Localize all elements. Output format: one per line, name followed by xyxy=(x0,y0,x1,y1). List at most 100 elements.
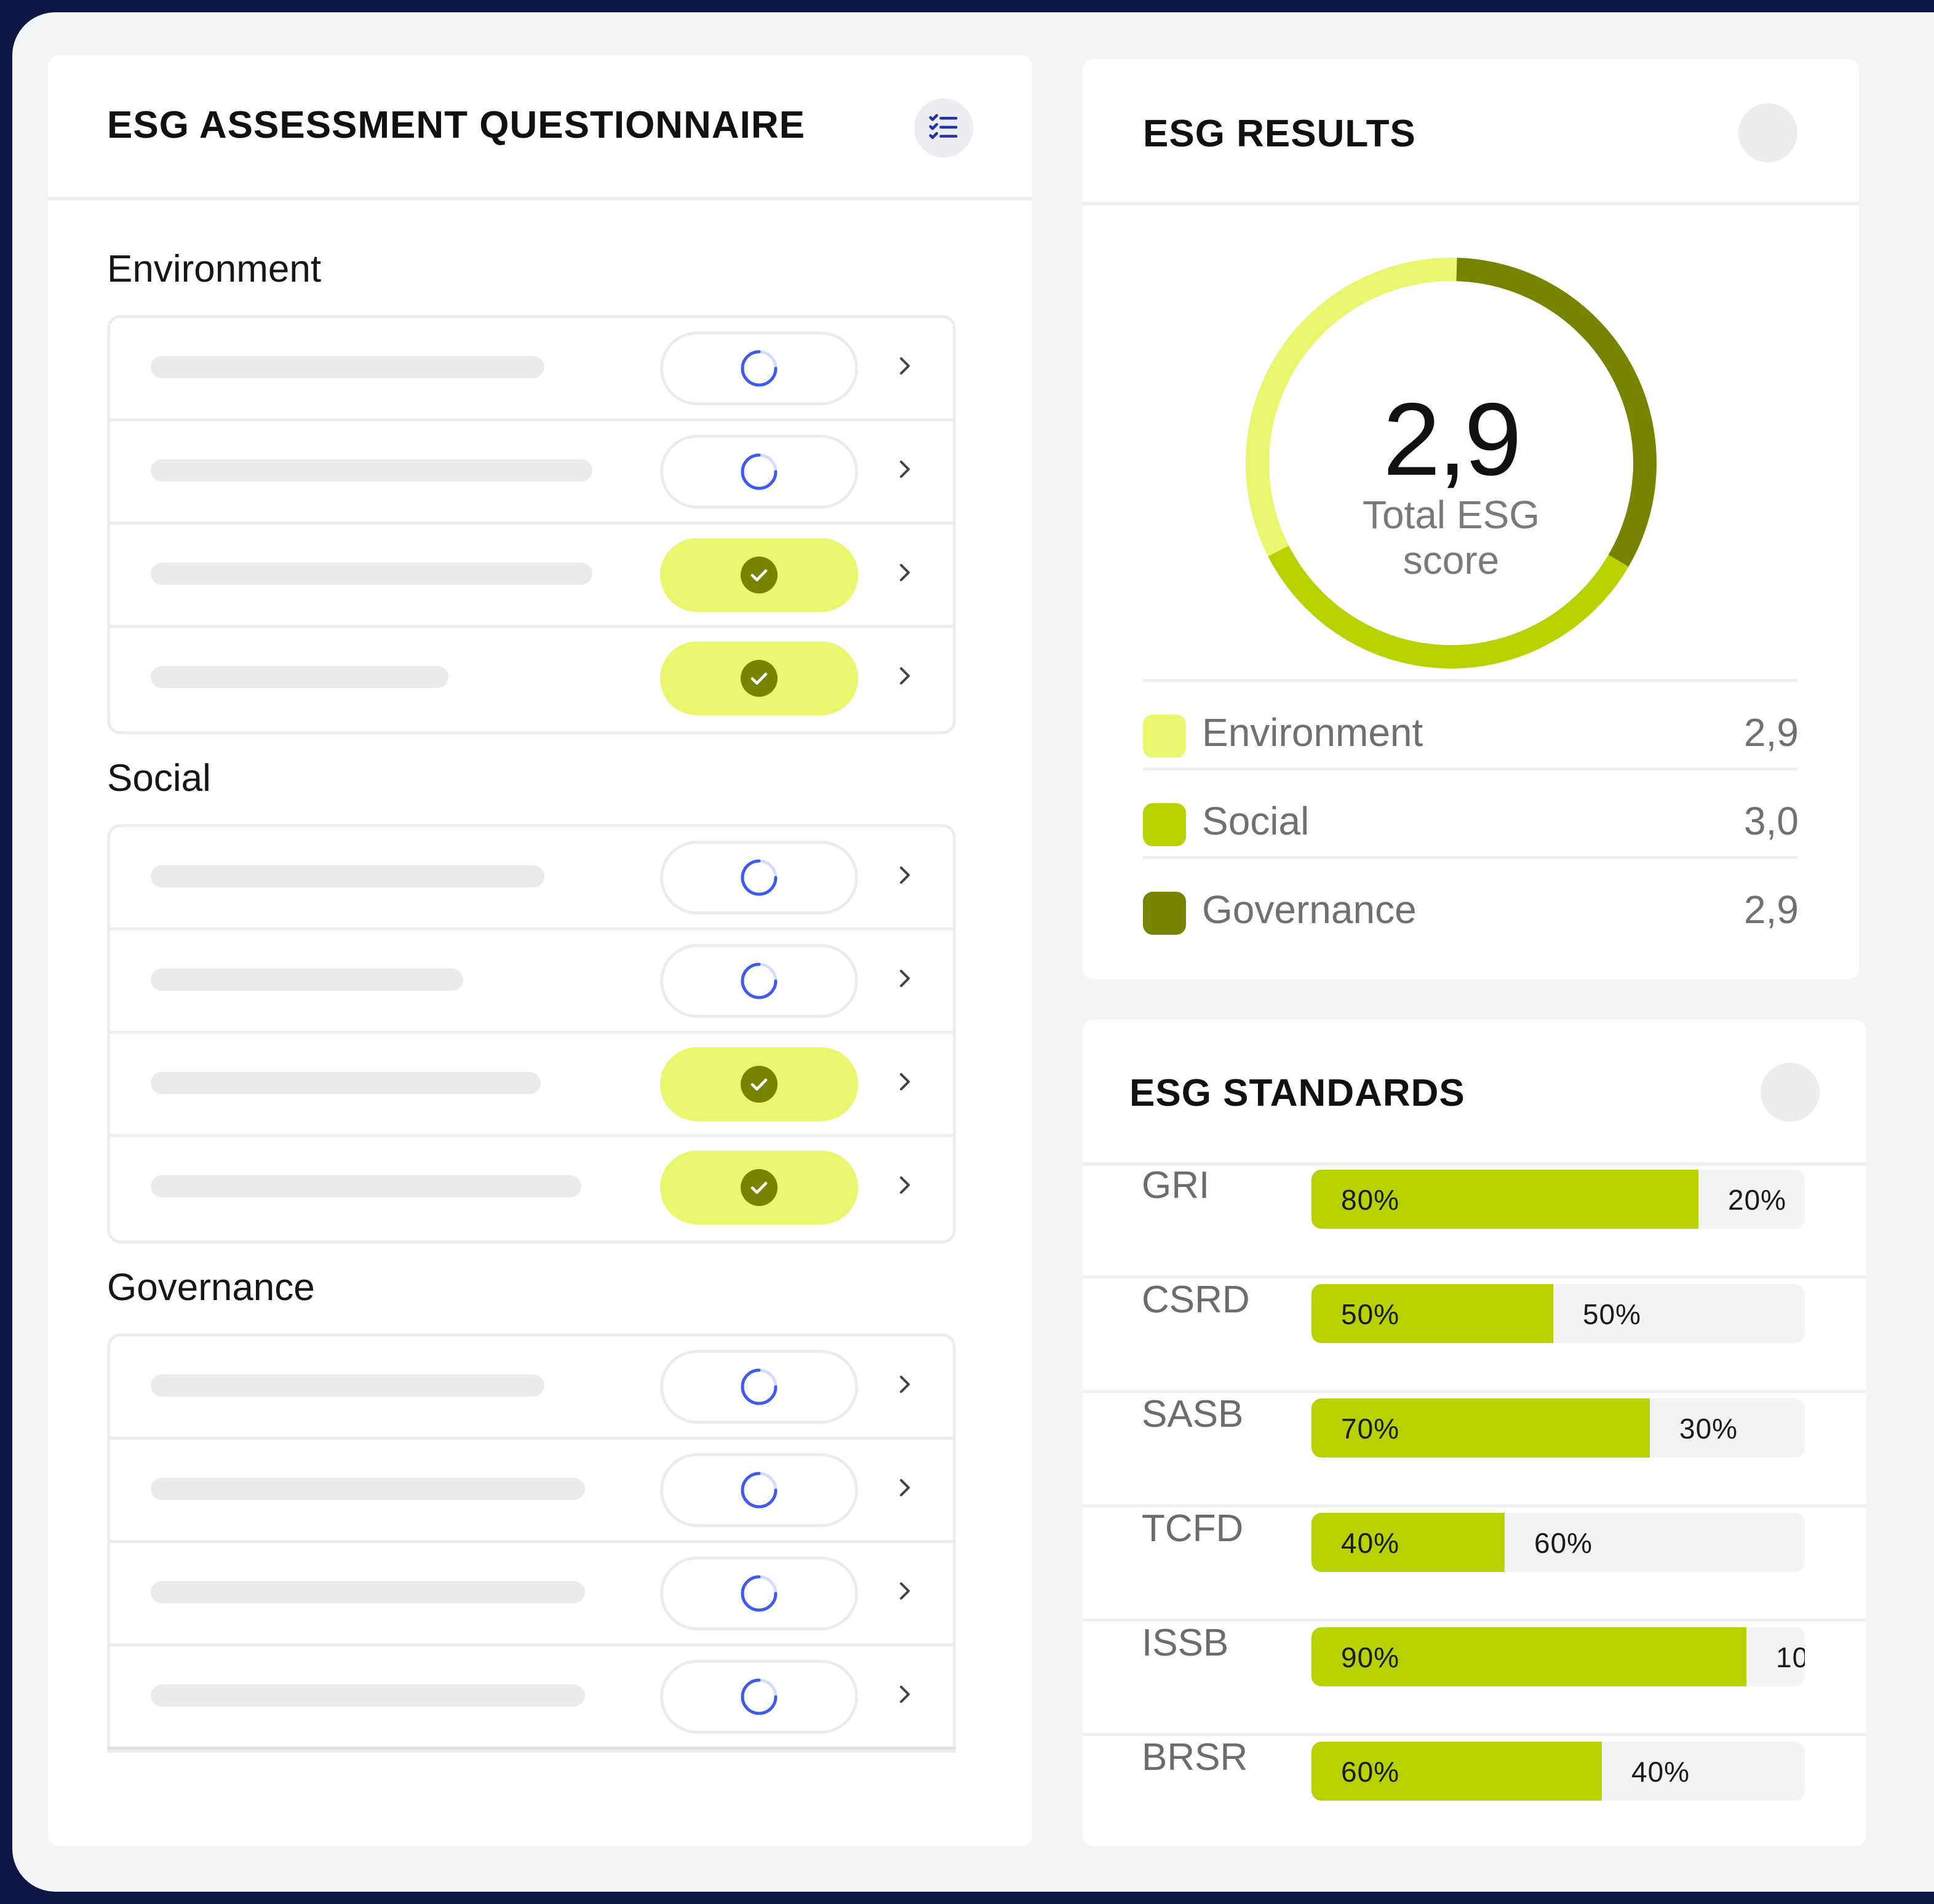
checklist-icon[interactable] xyxy=(914,98,973,157)
chevron-right-icon[interactable] xyxy=(886,1573,923,1609)
standard-row: CSRD 50% 50% xyxy=(1083,1275,1866,1410)
question-row[interactable] xyxy=(110,1336,953,1440)
legend-divider xyxy=(1143,679,1797,682)
standard-filled-percent: 80% xyxy=(1341,1184,1400,1216)
results-title: ESG RESULTS xyxy=(1143,113,1416,155)
standard-row: GRI 80% 20% xyxy=(1083,1164,1866,1295)
legend-swatch-governance xyxy=(1143,892,1186,935)
header-divider xyxy=(48,197,1032,200)
score-label-line-2: score xyxy=(1403,538,1500,582)
question-text-placeholder xyxy=(151,1072,541,1094)
standard-remaining-percent: 60% xyxy=(1534,1527,1593,1559)
standard-divider xyxy=(1083,1504,1866,1507)
standard-remaining-percent: 50% xyxy=(1583,1298,1642,1330)
status-in-progress-pill[interactable] xyxy=(660,944,858,1018)
status-complete-pill[interactable] xyxy=(660,1151,858,1224)
question-row[interactable] xyxy=(110,1543,953,1646)
status-in-progress-pill[interactable] xyxy=(660,1453,858,1527)
question-row[interactable] xyxy=(110,1440,953,1543)
chevron-right-glyph xyxy=(900,667,910,684)
standard-progress-bar: 50% 50% xyxy=(1311,1284,1805,1343)
loading-spinner-icon xyxy=(741,1368,778,1405)
legend-value: 3,0 xyxy=(1744,799,1799,843)
status-complete-pill[interactable] xyxy=(660,538,858,612)
question-text-placeholder xyxy=(151,563,592,585)
question-row[interactable] xyxy=(110,930,953,1034)
question-row[interactable] xyxy=(110,827,953,930)
standard-remaining-percent: 40% xyxy=(1631,1756,1690,1788)
question-row[interactable] xyxy=(110,421,953,525)
question-group-governance xyxy=(107,1333,956,1753)
standard-progress-bar: 40% 60% xyxy=(1311,1513,1805,1572)
question-group-environment xyxy=(107,315,956,734)
standard-progress-fill xyxy=(1311,1398,1650,1458)
status-complete-pill[interactable] xyxy=(660,641,858,715)
standard-divider xyxy=(1083,1390,1866,1393)
legend-label: Environment xyxy=(1202,710,1423,755)
standard-progress-bar: 60% 40% xyxy=(1311,1742,1805,1801)
question-row[interactable] xyxy=(110,525,953,628)
standard-progress-bar: 70% 30% xyxy=(1311,1398,1805,1458)
chevron-right-icon[interactable] xyxy=(886,1676,923,1713)
question-text-placeholder xyxy=(151,1374,544,1397)
standards-menu-button[interactable] xyxy=(1761,1063,1820,1122)
question-row[interactable] xyxy=(110,1646,953,1750)
standard-name: BRSR xyxy=(1142,1736,1248,1779)
status-in-progress-pill[interactable] xyxy=(660,1350,858,1424)
chevron-right-glyph xyxy=(900,1479,910,1496)
checklist-icon-glyph xyxy=(929,114,958,139)
standard-row: SASB 70% 30% xyxy=(1083,1390,1866,1524)
legend-divider xyxy=(1143,856,1797,859)
standard-remaining-percent: 20% xyxy=(1728,1184,1787,1216)
legend-label: Social xyxy=(1202,799,1310,843)
questionnaire-card: ESG ASSESSMENT QUESTIONNAIRE Environment… xyxy=(48,55,1032,1846)
chevron-right-icon[interactable] xyxy=(886,1063,923,1100)
chevron-right-icon[interactable] xyxy=(886,857,923,894)
question-text-placeholder xyxy=(151,1581,585,1603)
check-circle-icon xyxy=(741,1066,778,1103)
legend-value: 2,9 xyxy=(1744,710,1799,755)
chevron-right-glyph xyxy=(900,867,910,884)
question-text-placeholder xyxy=(151,1684,585,1707)
question-row[interactable] xyxy=(110,628,953,731)
standard-row: BRSR 60% 40% xyxy=(1083,1733,1866,1867)
chevron-right-icon[interactable] xyxy=(886,554,923,591)
status-complete-pill[interactable] xyxy=(660,1047,858,1121)
chevron-right-icon[interactable] xyxy=(886,1366,923,1403)
chevron-right-glyph xyxy=(900,1582,910,1600)
loading-spinner-icon xyxy=(741,859,778,896)
status-in-progress-pill[interactable] xyxy=(660,1557,858,1630)
standard-remaining-percent: 10% xyxy=(1776,1641,1805,1673)
status-in-progress-pill[interactable] xyxy=(660,1660,858,1734)
loading-spinner-icon xyxy=(741,350,778,387)
standard-name: CSRD xyxy=(1142,1279,1250,1321)
check-circle-icon xyxy=(741,660,778,697)
legend-swatch-social xyxy=(1143,803,1186,846)
score-label-line-1: Total ESG xyxy=(1362,493,1540,537)
section-title-governance: Governance xyxy=(107,1266,315,1309)
section-title-environment: Environment xyxy=(107,248,322,290)
question-text-placeholder xyxy=(151,865,544,887)
chevron-right-glyph xyxy=(900,1376,910,1393)
question-row[interactable] xyxy=(110,1034,953,1137)
chevron-right-icon[interactable] xyxy=(886,1167,923,1204)
status-in-progress-pill[interactable] xyxy=(660,331,858,405)
chevron-right-icon[interactable] xyxy=(886,451,923,488)
check-circle-icon xyxy=(741,557,778,593)
standard-divider xyxy=(1083,1733,1866,1736)
loading-spinner-icon xyxy=(741,453,778,490)
chevron-right-icon[interactable] xyxy=(886,1469,923,1506)
question-row[interactable] xyxy=(110,1137,953,1240)
status-in-progress-pill[interactable] xyxy=(660,841,858,914)
chevron-right-glyph xyxy=(900,564,910,581)
status-in-progress-pill[interactable] xyxy=(660,435,858,509)
standard-filled-percent: 70% xyxy=(1341,1413,1400,1445)
results-menu-button[interactable] xyxy=(1738,103,1797,162)
question-row[interactable] xyxy=(110,318,953,421)
chevron-right-icon[interactable] xyxy=(886,347,923,384)
chevron-right-glyph xyxy=(900,1686,910,1703)
chevron-right-icon[interactable] xyxy=(886,657,923,694)
chevron-right-icon[interactable] xyxy=(886,960,923,997)
donut-segment-social xyxy=(1268,545,1629,668)
chevron-right-glyph xyxy=(900,1176,910,1194)
